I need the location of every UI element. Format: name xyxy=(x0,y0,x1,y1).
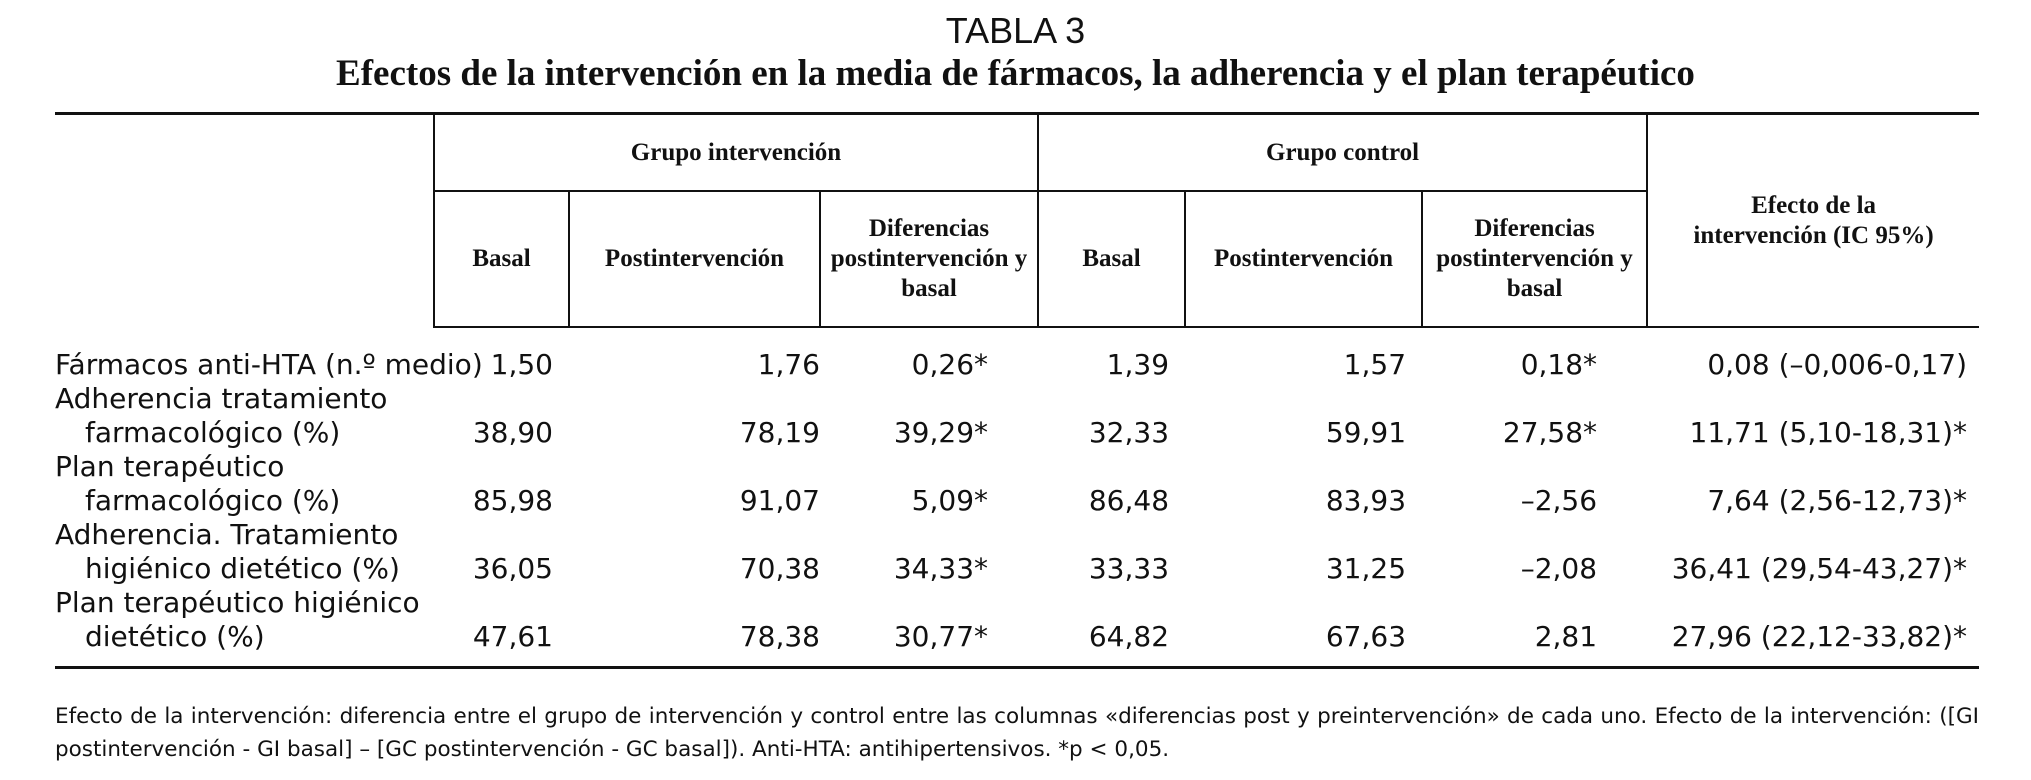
row-label-line: Adherencia tratamiento xyxy=(55,382,388,415)
table-cell: 11,71 (5,10-18,31)* xyxy=(1689,416,1968,449)
subheader: Postintervención xyxy=(568,190,820,328)
table-cell: 0,08 (–0,006-0,17) xyxy=(1707,348,1968,381)
table-cell: 83,93 xyxy=(1325,484,1407,517)
row-label: Adherencia. Tratamiento higiénico dietéti… xyxy=(55,518,434,586)
table-cell: 86,48 xyxy=(1088,484,1170,517)
row-label-line: Adherencia. Tratamiento xyxy=(55,518,399,551)
subheader: Postintervención xyxy=(1184,190,1423,328)
table-cell: –2,56 xyxy=(1520,484,1598,517)
row-label: Adherencia tratamiento farmacológico (%) xyxy=(55,382,434,450)
subheader: Diferencias postintervención y basal xyxy=(818,190,1039,328)
header-row: Grupo intervención Grupo control Efecto … xyxy=(55,113,1980,328)
row-label-line: higiénico dietético (%) xyxy=(85,552,400,585)
table-cell: 2,81 xyxy=(1534,620,1598,653)
subheader: Basal xyxy=(433,190,569,328)
group-header: Grupo intervención xyxy=(432,113,1039,191)
table-cell: 59,91 xyxy=(1325,416,1407,449)
subheader: Basal xyxy=(1037,190,1186,328)
table-cell: 30,77* xyxy=(893,620,989,653)
table-cell: –2,08 xyxy=(1520,552,1598,585)
row-label-line: Fármacos anti-HTA (n.º medio) xyxy=(55,348,483,381)
table-cell: 0,18* xyxy=(1520,348,1598,381)
row-label-line: Plan terapéutico xyxy=(55,450,285,483)
table-cell: 33,33 xyxy=(1088,552,1170,585)
row-label: Fármacos anti-HTA (n.º medio) xyxy=(55,327,483,382)
table-number: TABLA 3 xyxy=(945,10,1086,51)
table-title: Efectos de la intervención en la media d… xyxy=(336,53,1695,94)
table-row: Plan terapéutico higiénico dietético (%) 4… xyxy=(55,586,1979,668)
row-label: Plan terapéutico higiénico dietético (%) xyxy=(55,586,434,668)
effect-header: Efecto de la intervención (IC 95%) xyxy=(1646,113,1980,328)
table-cell: 1,76 xyxy=(757,348,820,381)
header-cell xyxy=(55,114,434,328)
table-cell: 91,07 xyxy=(739,484,820,517)
table-cell: 67,63 xyxy=(1325,620,1407,653)
table-cell: 85,98 xyxy=(472,484,553,517)
table-cell: 36,05 xyxy=(472,552,553,585)
group-header: Grupo control xyxy=(1037,113,1648,191)
table-cell: 5,09* xyxy=(911,484,989,517)
table-cell: 1,50 xyxy=(490,348,553,381)
row-label: Plan terapéutico farmacológico (%) xyxy=(55,450,434,518)
row-label-line: farmacológico (%) xyxy=(85,416,341,449)
table-cell: 34,33* xyxy=(893,552,989,585)
table-cell: 70,38 xyxy=(739,552,820,585)
table-cell: 38,90 xyxy=(472,416,553,449)
table-row: Adherencia. Tratamiento higiénico dietéti… xyxy=(55,518,1979,586)
table-cell: 27,58* xyxy=(1502,416,1598,449)
footnote: Efecto de la intervención: diferencia en… xyxy=(55,704,1979,762)
table-row: Fármacos anti-HTA (n.º medio) 1,50 1,76 0,2… xyxy=(55,327,1979,382)
table-cell: 7,64 (2,56-12,73)* xyxy=(1707,484,1968,517)
table-cell: 31,25 xyxy=(1325,552,1407,585)
table-cell: 47,61 xyxy=(472,620,553,653)
table-cell: 36,41 (29,54-43,27)* xyxy=(1671,552,1968,585)
header-row: Basal Postintervención Diferencias postint… xyxy=(55,190,1979,328)
table-cell: 27,96 (22,12-33,82)* xyxy=(1671,620,1968,653)
table-body: Fármacos anti-HTA (n.º medio) 1,50 1,76 0,2… xyxy=(55,327,1979,668)
table-cell: 64,82 xyxy=(1088,620,1170,653)
table-cell: 78,19 xyxy=(739,416,820,449)
table-cell: 78,38 xyxy=(739,620,820,653)
row-label-line: farmacológico (%) xyxy=(85,484,341,517)
row-label-line: Plan terapéutico higiénico xyxy=(55,586,420,619)
table-row: Plan terapéutico farmacológico (%) 85,98 91… xyxy=(55,450,1979,518)
table-cell: 0,26* xyxy=(911,348,989,381)
table-cell: 39,29* xyxy=(893,416,989,449)
table: Grupo intervención Grupo control Efecto … xyxy=(55,112,1980,669)
table-cell: 1,57 xyxy=(1343,348,1407,381)
table-row: Adherencia tratamiento farmacológico (%) 3… xyxy=(55,382,1979,450)
subheader: Diferencias postintervención y basal xyxy=(1421,190,1648,328)
table-cell: 32,33 xyxy=(1088,416,1170,449)
row-label-line: dietético (%) xyxy=(85,620,265,653)
table-cell: 1,39 xyxy=(1106,348,1170,381)
